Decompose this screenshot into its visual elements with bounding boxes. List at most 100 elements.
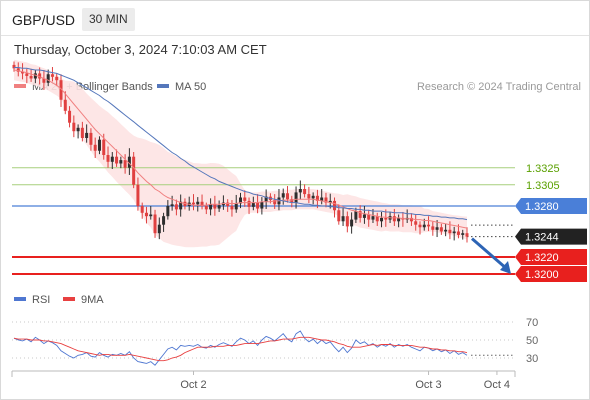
candle-body: [68, 110, 72, 123]
legend-rsi-ma-label: 9MA: [81, 294, 104, 306]
rsi-tick-50: 50: [526, 335, 538, 347]
projection-arrow-shaft: [471, 237, 508, 271]
candle-body: [174, 204, 178, 210]
level-tag-text-1.3244: 1.3244: [525, 232, 559, 244]
symbol-title: GBP/USD: [12, 12, 76, 28]
x-tick-label-Oct-3: Oct 3: [415, 379, 441, 391]
candle-body: [371, 216, 375, 220]
candle-body: [149, 214, 153, 217]
candle-body: [209, 204, 213, 210]
legend-rsi-ma: 9MA: [63, 294, 104, 306]
rsi-line: [13, 330, 468, 366]
rsi-ma-line: [13, 336, 468, 362]
x-tick-label-Oct-4: Oct 4: [484, 379, 510, 391]
candle-body: [341, 216, 345, 222]
candle-body: [328, 200, 332, 203]
candle-body: [311, 195, 315, 199]
candle-body: [179, 201, 183, 210]
candle-body: [230, 206, 234, 210]
timeframe-badge[interactable]: 30 MIN: [82, 8, 135, 31]
candle-body: [324, 197, 328, 203]
candle-body: [427, 224, 431, 227]
level-tag-1.3280: [515, 198, 587, 214]
candle-body: [59, 80, 63, 100]
candle-body: [127, 156, 131, 168]
candle-body: [217, 205, 221, 209]
candle-body: [435, 227, 439, 230]
candle-body: [46, 74, 50, 83]
candle-body: [93, 144, 97, 151]
candle-body: [213, 204, 217, 209]
candle-body: [333, 200, 337, 211]
candle-body: [303, 189, 307, 195]
candle-body: [153, 214, 157, 234]
candle-body: [260, 201, 264, 209]
candle-body: [166, 206, 170, 217]
candle-body: [12, 64, 16, 69]
candle-body: [50, 74, 54, 77]
candle-body: [191, 202, 195, 205]
candle-body: [439, 227, 443, 232]
candle-body: [354, 211, 358, 220]
candle-body: [409, 217, 413, 222]
candle-body: [444, 229, 448, 232]
candle-body: [414, 221, 418, 225]
candle-body: [106, 155, 110, 162]
candle-body: [234, 203, 238, 210]
candle-body: [157, 224, 161, 234]
source-credit: Research © 2024 Trading Central: [416, 81, 581, 93]
candle-body: [350, 219, 354, 227]
candle-body: [256, 202, 260, 209]
candle-body: [431, 226, 435, 230]
ma20-line: [13, 69, 468, 229]
candle-body: [102, 139, 106, 155]
level-tag-text-1.3200: 1.3200: [525, 269, 559, 281]
rsi-tick-30: 30: [526, 353, 538, 365]
candle-body: [465, 233, 469, 237]
candle-body: [204, 206, 208, 210]
candle-body: [72, 122, 76, 132]
candle-body: [115, 156, 119, 164]
candle-body: [85, 132, 89, 138]
candle-body: [307, 194, 311, 199]
candle-body: [380, 217, 384, 222]
candle-body: [294, 192, 298, 203]
level-label-1.3305: 1.3305: [526, 180, 560, 192]
candle-body: [290, 199, 294, 203]
candle-body: [140, 206, 144, 213]
candle-body: [461, 233, 465, 235]
rsi-tick-70: 70: [526, 317, 538, 329]
header-divider: [1, 35, 589, 36]
ma50-swatch: [157, 84, 169, 89]
level-tag-text-1.3280: 1.3280: [525, 201, 559, 213]
candle-body: [21, 71, 25, 74]
candle-body: [97, 139, 101, 151]
candle-body: [320, 197, 324, 201]
candle-body: [63, 99, 67, 111]
rsi-swatch: [14, 297, 26, 302]
candle-body: [29, 75, 33, 79]
ma20-swatch: [14, 84, 26, 89]
candle-body: [42, 78, 46, 83]
candle-body: [422, 224, 426, 228]
candle-body: [281, 193, 285, 198]
candle-body: [33, 73, 37, 79]
candle-body: [456, 231, 460, 235]
candle-body: [196, 201, 200, 205]
candle-body: [392, 216, 396, 222]
legend-rsi: RSI: [14, 294, 50, 306]
candle-body: [162, 216, 166, 225]
candle-body: [337, 210, 341, 222]
candle-body: [38, 73, 42, 79]
level-tag-1.3200: [515, 266, 587, 282]
candle-body: [247, 200, 251, 207]
candle-body: [132, 156, 136, 185]
candle-body: [80, 127, 84, 138]
level-label-1.3325: 1.3325: [526, 163, 560, 175]
candle-body: [170, 204, 174, 206]
projection-arrow-head: [500, 261, 511, 274]
timestamp: Thursday, October 3, 2024 7:10:03 AM CET: [14, 42, 267, 57]
candle-body: [345, 216, 349, 227]
candle-body: [448, 229, 452, 234]
